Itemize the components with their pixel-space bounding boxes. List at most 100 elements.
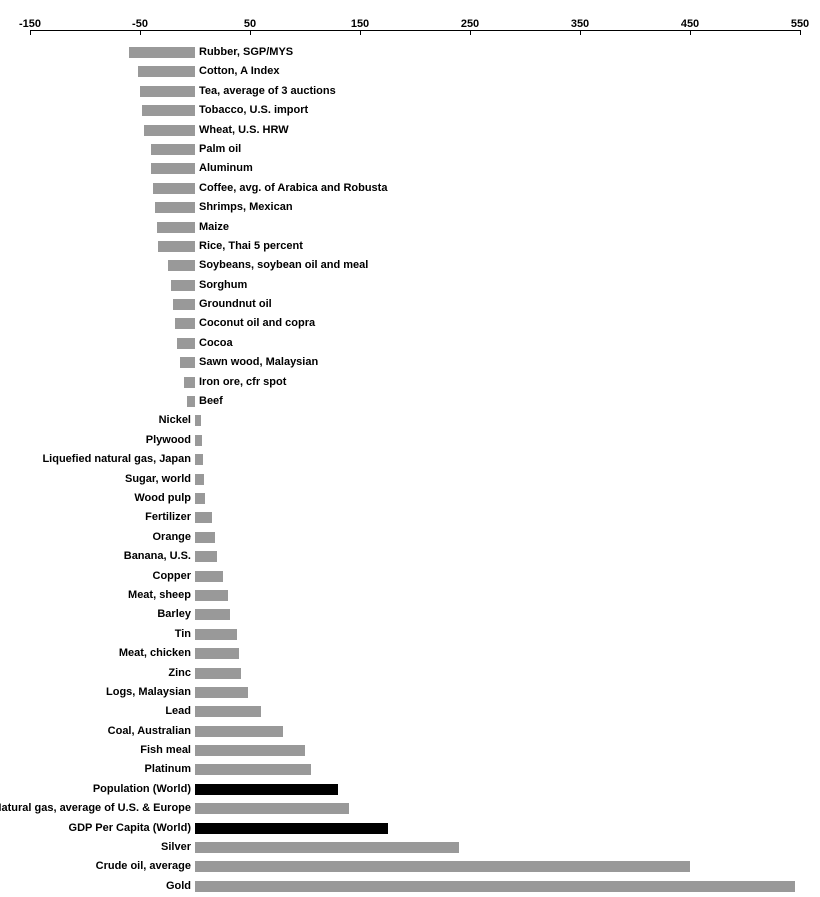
- bar-label: Cocoa: [199, 337, 233, 349]
- bar: [195, 415, 201, 426]
- bar-label: Silver: [161, 841, 191, 853]
- bar-label: Cotton, A Index: [199, 65, 279, 77]
- bar-row: Fish meal: [0, 742, 820, 761]
- bar: [171, 280, 195, 291]
- bar-row: Sawn wood, Malaysian: [0, 354, 820, 373]
- bar-label: Natural gas, average of U.S. & Europe: [0, 802, 191, 814]
- bar-row: Banana, U.S.: [0, 548, 820, 567]
- bar-row: Crude oil, average: [0, 858, 820, 877]
- bar: [195, 842, 459, 853]
- bar-highlight: [195, 823, 388, 834]
- bar-row: Cocoa: [0, 335, 820, 354]
- bar-label: Lead: [165, 705, 191, 717]
- bar-row: Tea, average of 3 auctions: [0, 83, 820, 102]
- bar: [142, 105, 195, 116]
- bar-highlight: [195, 784, 338, 795]
- axis-tick-label: 250: [461, 18, 479, 30]
- bar-label: Platinum: [145, 763, 191, 775]
- bar-label: Coffee, avg. of Arabica and Robusta: [199, 182, 387, 194]
- bar-row: Iron ore, cfr spot: [0, 374, 820, 393]
- bar: [195, 474, 204, 485]
- bar: [195, 764, 311, 775]
- bar: [184, 377, 195, 388]
- bar-label: Aluminum: [199, 162, 253, 174]
- axis-tick-mark: [800, 30, 801, 35]
- bar-row: Natural gas, average of U.S. & Europe: [0, 800, 820, 819]
- bar-row: Liquefied natural gas, Japan: [0, 451, 820, 470]
- bar: [151, 144, 195, 155]
- bar: [195, 435, 202, 446]
- bar-label: Nickel: [159, 414, 191, 426]
- bar-row: Coconut oil and copra: [0, 315, 820, 334]
- bar-label: Shrimps, Mexican: [199, 201, 293, 213]
- bar-row: Tobacco, U.S. import: [0, 102, 820, 121]
- axis-line: [30, 30, 800, 31]
- bar: [195, 512, 212, 523]
- bar-label: Groundnut oil: [199, 298, 272, 310]
- bar-label: Tin: [175, 628, 191, 640]
- bar-row: Sugar, world: [0, 471, 820, 490]
- bar-row: Logs, Malaysian: [0, 684, 820, 703]
- bar-row: Fertilizer: [0, 509, 820, 528]
- bar-label: Rubber, SGP/MYS: [199, 46, 293, 58]
- bar-row: Palm oil: [0, 141, 820, 160]
- bar-label: Maize: [199, 221, 229, 233]
- bar: [157, 222, 196, 233]
- bar: [151, 163, 195, 174]
- bar-label: Barley: [157, 608, 191, 620]
- bar: [140, 86, 195, 97]
- bar-label: Sorghum: [199, 279, 247, 291]
- bar-label: Fish meal: [140, 744, 191, 756]
- bar-label: Iron ore, cfr spot: [199, 376, 286, 388]
- bar-row: Plywood: [0, 432, 820, 451]
- bar: [195, 687, 248, 698]
- bar-row: Silver: [0, 839, 820, 858]
- bar: [153, 183, 195, 194]
- bar: [173, 299, 195, 310]
- bar: [195, 726, 283, 737]
- bar-label: Tobacco, U.S. import: [199, 104, 308, 116]
- bar-row: Barley: [0, 606, 820, 625]
- bar: [195, 571, 223, 582]
- bar-row: Nickel: [0, 412, 820, 431]
- bar-row: Beef: [0, 393, 820, 412]
- bar-row: Soybeans, soybean oil and meal: [0, 257, 820, 276]
- axis-tick-label: 450: [681, 18, 699, 30]
- bar-row: Rice, Thai 5 percent: [0, 238, 820, 257]
- bar: [177, 338, 195, 349]
- bar-label: Palm oil: [199, 143, 241, 155]
- axis-tick-mark: [470, 30, 471, 35]
- bar: [168, 260, 196, 271]
- bar-label: Meat, sheep: [128, 589, 191, 601]
- bar-row: Aluminum: [0, 160, 820, 179]
- bar-label: Logs, Malaysian: [106, 686, 191, 698]
- bar: [180, 357, 195, 368]
- axis-tick-label: 50: [244, 18, 256, 30]
- bar-label: Tea, average of 3 auctions: [199, 85, 336, 97]
- bar: [195, 590, 228, 601]
- bar: [195, 454, 203, 465]
- axis-tick-label: 550: [791, 18, 809, 30]
- bar-label: Soybeans, soybean oil and meal: [199, 259, 368, 271]
- bar: [195, 861, 690, 872]
- bar-row: Wheat, U.S. HRW: [0, 122, 820, 141]
- bar-row: Platinum: [0, 761, 820, 780]
- bar-label: Banana, U.S.: [124, 550, 191, 562]
- bar-label: Liquefied natural gas, Japan: [42, 453, 191, 465]
- bar: [155, 202, 195, 213]
- bar-row: Wood pulp: [0, 490, 820, 509]
- bar-label: Crude oil, average: [96, 860, 191, 872]
- axis-tick-label: -50: [132, 18, 148, 30]
- bar-label: Sugar, world: [125, 473, 191, 485]
- bar: [195, 668, 241, 679]
- bar: [195, 629, 237, 640]
- bar-label: GDP Per Capita (World): [69, 822, 191, 834]
- commodity-bar-chart: -150-5050150250350450550 Rubber, SGP/MYS…: [0, 0, 820, 894]
- bar-label: Sawn wood, Malaysian: [199, 356, 318, 368]
- bar: [195, 881, 795, 892]
- axis-tick-mark: [360, 30, 361, 35]
- bar-row: Coal, Australian: [0, 723, 820, 742]
- axis-tick-mark: [690, 30, 691, 35]
- x-axis: -150-5050150250350450550: [0, 18, 820, 32]
- bar-row: GDP Per Capita (World): [0, 820, 820, 839]
